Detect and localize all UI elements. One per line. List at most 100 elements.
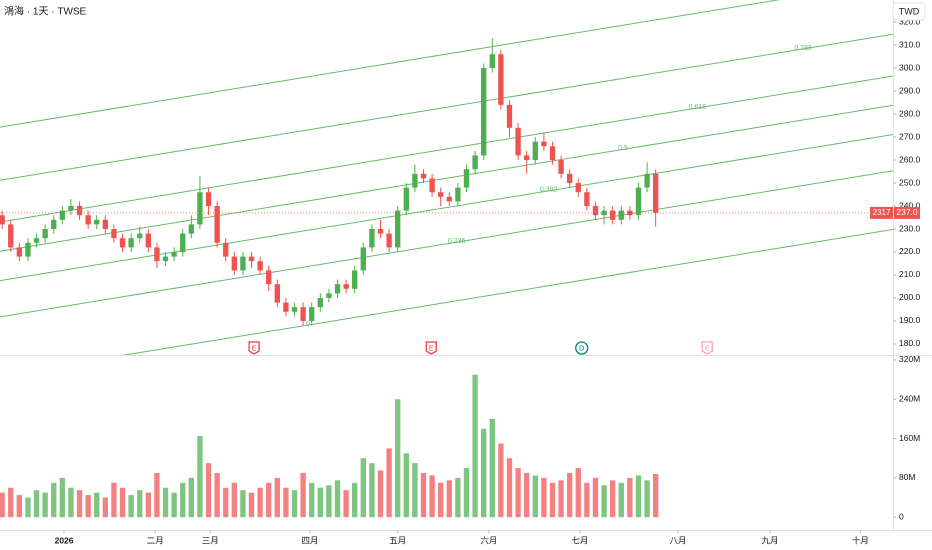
candle-body — [627, 210, 633, 216]
candle-body — [85, 215, 91, 225]
volume-bar — [205, 463, 212, 518]
volume-bar — [8, 487, 14, 518]
volume-bar — [352, 482, 358, 518]
candle-body — [360, 247, 366, 271]
candle-body — [653, 173, 659, 213]
volume-bar — [162, 487, 169, 518]
volume-bar — [532, 475, 538, 518]
currency-button[interactable] — [892, 2, 926, 21]
volume-bar — [463, 468, 470, 518]
volume-bar — [455, 477, 461, 518]
volume-bar — [412, 463, 418, 518]
y-tick-label: 180.0 — [899, 338, 921, 348]
currency-label[interactable]: TWD — [899, 6, 920, 16]
candle-body — [205, 192, 212, 207]
y-tick-label: 210.0 — [899, 269, 921, 279]
x-tick-label: 三月 — [202, 535, 219, 545]
volume-bar — [119, 487, 126, 518]
y-tick-label: 280.0 — [899, 108, 921, 118]
volume-bar — [403, 453, 409, 518]
candle-body — [334, 284, 341, 294]
candle-body — [154, 247, 160, 262]
candle-body — [283, 302, 289, 312]
volume-bar — [644, 480, 650, 518]
volume-bar — [51, 482, 57, 518]
x-tick-label: 七月 — [571, 535, 588, 545]
symbol-code: 2317 — [873, 208, 891, 217]
candle-body — [420, 173, 427, 179]
fib-level-line — [0, 75, 893, 223]
event-marker[interactable] — [701, 341, 713, 355]
volume-bar — [506, 458, 513, 518]
volume-bar — [429, 475, 435, 518]
volume-bar — [549, 482, 556, 518]
candle-body — [541, 141, 547, 147]
axes: 180.0 190.0 200.0 210.0 220.0 230.0 240.0 250.0… — [55, 16, 921, 545]
volume-bar — [94, 492, 100, 518]
chart-title: 鴻海 · 1天 · TWSE — [4, 5, 87, 18]
volume-bar — [111, 482, 117, 518]
candle-body — [300, 307, 306, 321]
event-marker[interactable] — [248, 341, 260, 355]
volume-bar — [266, 482, 272, 518]
x-tick-label: 十月 — [852, 535, 869, 545]
event-marker[interactable] — [575, 341, 589, 355]
volume-bar — [601, 485, 607, 518]
volume-bar — [472, 374, 478, 518]
candle-body — [455, 187, 461, 202]
volume-bar — [154, 472, 160, 518]
candle-body — [33, 238, 40, 243]
volume-bar — [25, 497, 31, 518]
candle-body — [291, 307, 298, 312]
candle-body — [223, 242, 229, 257]
y-tick-label: 310.0 — [899, 39, 921, 49]
volume-bar — [0, 492, 5, 518]
volume-bar — [446, 480, 452, 518]
candle-body — [498, 54, 504, 105]
volume-bar — [128, 495, 134, 518]
fib-level-line — [0, 104, 893, 252]
candle-body — [128, 238, 134, 248]
volume-bar — [85, 495, 91, 518]
x-tick-label: 2026 — [55, 535, 74, 545]
x-tick-label: 八月 — [670, 535, 687, 545]
candle-body — [549, 146, 556, 161]
volume-bar — [498, 443, 504, 518]
candle-body — [240, 256, 246, 271]
candle-body — [76, 206, 83, 216]
volume-bar — [171, 492, 177, 518]
candle-body — [386, 233, 392, 248]
candle-body — [601, 210, 607, 216]
candle-body — [248, 256, 255, 262]
volume-bar — [584, 482, 590, 518]
volume-bar — [326, 485, 332, 518]
y-tick-label: 260.0 — [899, 154, 921, 164]
volume-bar — [137, 490, 143, 518]
candle-body — [618, 210, 624, 220]
volume-bar — [369, 463, 375, 518]
volume-bar — [240, 490, 246, 518]
volume-bar — [420, 472, 427, 518]
candle-body — [369, 229, 375, 248]
x-tick-label: 六月 — [480, 535, 497, 545]
candle-body — [309, 307, 315, 321]
last-price-label: 237.0 — [896, 207, 918, 217]
volume-bar — [653, 473, 659, 518]
event-marker[interactable] — [425, 341, 437, 355]
fib-level-line — [0, 170, 893, 318]
volume-bar — [524, 472, 530, 518]
volume-bar — [68, 487, 74, 518]
candle-body — [489, 54, 495, 69]
volume-bar — [231, 482, 237, 518]
candle-body — [515, 127, 521, 156]
candle-body — [25, 242, 31, 257]
y-tick-label: 250.0 — [899, 177, 921, 187]
volume-bar — [481, 428, 487, 518]
y-tick-label: 240.0 — [899, 200, 921, 210]
volume-bar — [317, 487, 323, 518]
candle-body — [481, 68, 487, 156]
volume-bar — [274, 477, 280, 518]
volume-bar — [627, 477, 633, 518]
candle-body — [326, 293, 332, 298]
